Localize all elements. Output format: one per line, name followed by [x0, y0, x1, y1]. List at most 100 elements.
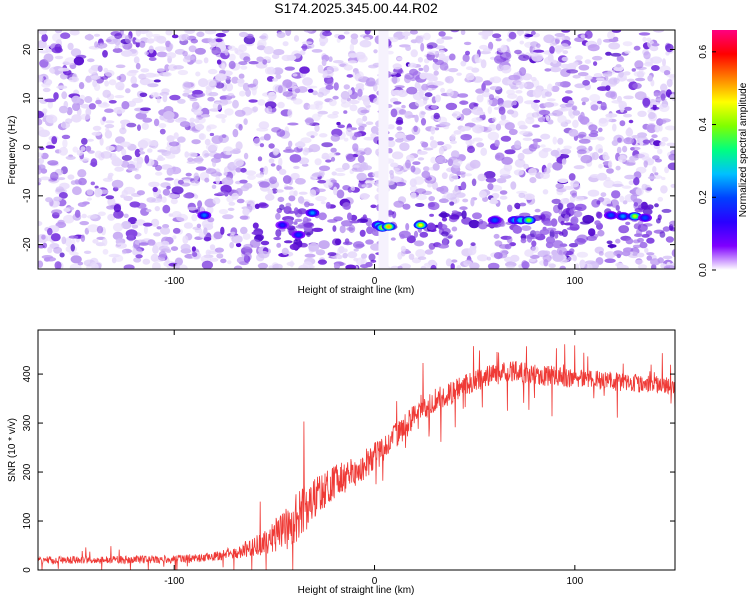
heatmap-cell — [188, 152, 198, 158]
snr-y-axis-label: SNR (10 * v/v) — [7, 418, 18, 482]
heatmap-cell — [393, 101, 402, 105]
heatmap-cell — [477, 173, 487, 182]
heatmap-cell — [479, 44, 489, 50]
heatmap-cell — [542, 226, 547, 231]
heatmap-cell — [314, 158, 322, 166]
heatmap-cell — [353, 257, 359, 262]
heatmap-cell — [167, 193, 180, 199]
heatmap-cell — [430, 140, 438, 149]
heatmap-cell — [239, 179, 248, 184]
heatmap-cell — [195, 123, 205, 131]
heatmap-cell — [271, 188, 278, 194]
heatmap-cell — [460, 60, 467, 67]
heatmap-hotspot — [386, 225, 391, 229]
heatmap-cell — [661, 208, 672, 213]
heatmap-cell — [222, 214, 234, 220]
heatmap-cell — [449, 201, 455, 206]
heatmap-cell — [507, 109, 515, 115]
heatmap-cell — [87, 197, 92, 201]
heatmap-cell — [148, 57, 157, 61]
heatmap-cell — [555, 36, 565, 40]
heatmap-cell — [42, 87, 51, 93]
heatmap-cell — [650, 79, 655, 87]
heatmap-cell — [451, 226, 458, 232]
heatmap-cell — [47, 100, 53, 109]
heatmap-cell — [325, 159, 332, 163]
heatmap-cell — [518, 54, 530, 61]
heatmap-cell — [173, 178, 180, 187]
heatmap-cell — [342, 241, 353, 246]
heatmap-cell — [543, 102, 555, 108]
heatmap-cell — [514, 158, 526, 168]
heatmap-cell — [171, 186, 184, 195]
heatmap-cell — [348, 99, 360, 105]
heatmap-cell — [359, 193, 370, 200]
heatmap-cell — [470, 198, 475, 207]
heatmap-cell — [627, 127, 632, 134]
heatmap-cell — [258, 202, 268, 207]
heatmap-cell — [184, 55, 196, 61]
heatmap-cell — [420, 111, 426, 115]
heatmap-cell — [540, 133, 551, 140]
heatmap-cell — [72, 186, 82, 196]
heatmap-cell — [500, 114, 507, 121]
heatmap-cell — [544, 68, 552, 72]
heatmap-cell — [99, 43, 104, 50]
heatmap-cell — [177, 98, 186, 104]
heatmap-cell — [315, 249, 326, 256]
heatmap-cell — [358, 125, 365, 132]
heatmap-cell — [205, 143, 218, 151]
heatmap-cell — [345, 264, 357, 269]
heatmap-cell — [328, 152, 337, 158]
heatmap-cell — [427, 84, 439, 89]
heatmap-cell — [493, 107, 500, 110]
heatmap-cell — [332, 95, 339, 100]
heatmap-cell — [166, 185, 171, 190]
heatmap-cell — [489, 85, 502, 91]
heatmap-cell — [445, 102, 458, 111]
heatmap-cell — [498, 106, 506, 115]
heatmap-cell — [243, 56, 251, 63]
heatmap-cell — [574, 195, 585, 202]
heatmap-cell — [423, 32, 431, 41]
heatmap-cell — [164, 177, 174, 181]
heatmap-cell — [285, 202, 292, 208]
heatmap-cell — [619, 120, 626, 127]
heatmap-cell — [460, 30, 466, 35]
heatmap-cell — [83, 250, 92, 254]
heatmap-cell — [363, 97, 371, 107]
heatmap-cell — [272, 263, 283, 269]
heatmap-cell — [227, 260, 232, 265]
heatmap-cell — [135, 30, 142, 37]
heatmap-cell — [105, 39, 112, 43]
heatmap-cell — [439, 122, 451, 127]
heatmap-cell — [58, 146, 68, 156]
heatmap-hotspot — [519, 218, 523, 222]
heatmap-cell — [320, 201, 326, 205]
heatmap-cell — [299, 66, 310, 74]
snr-y-tick-label: 100 — [22, 512, 33, 529]
heatmap-cell — [476, 127, 482, 133]
heatmap-cell — [90, 75, 101, 80]
heatmap-cell — [476, 254, 489, 262]
heatmap-cell — [670, 183, 675, 188]
heatmap-cell — [242, 208, 250, 216]
heatmap-cell — [568, 209, 576, 215]
heatmap-cell — [447, 68, 459, 73]
heatmap-cell — [243, 118, 248, 125]
heatmap-cell — [54, 261, 62, 269]
heatmap-cell — [136, 190, 145, 196]
heatmap-cell — [519, 202, 527, 207]
heatmap-cell — [624, 50, 631, 54]
heatmap-cell — [654, 172, 659, 176]
heatmap-cell — [633, 202, 639, 207]
heatmap-cell — [212, 101, 223, 111]
heatmap-cell — [102, 238, 108, 247]
heatmap-cell — [587, 189, 600, 197]
heatmap-cell — [97, 65, 103, 72]
heatmap-cell — [550, 149, 560, 157]
heatmap-cell — [276, 129, 286, 137]
heatmap-cell — [666, 142, 675, 147]
snr-y-tick-label: 300 — [22, 414, 33, 431]
heatmap-cell — [612, 123, 617, 132]
